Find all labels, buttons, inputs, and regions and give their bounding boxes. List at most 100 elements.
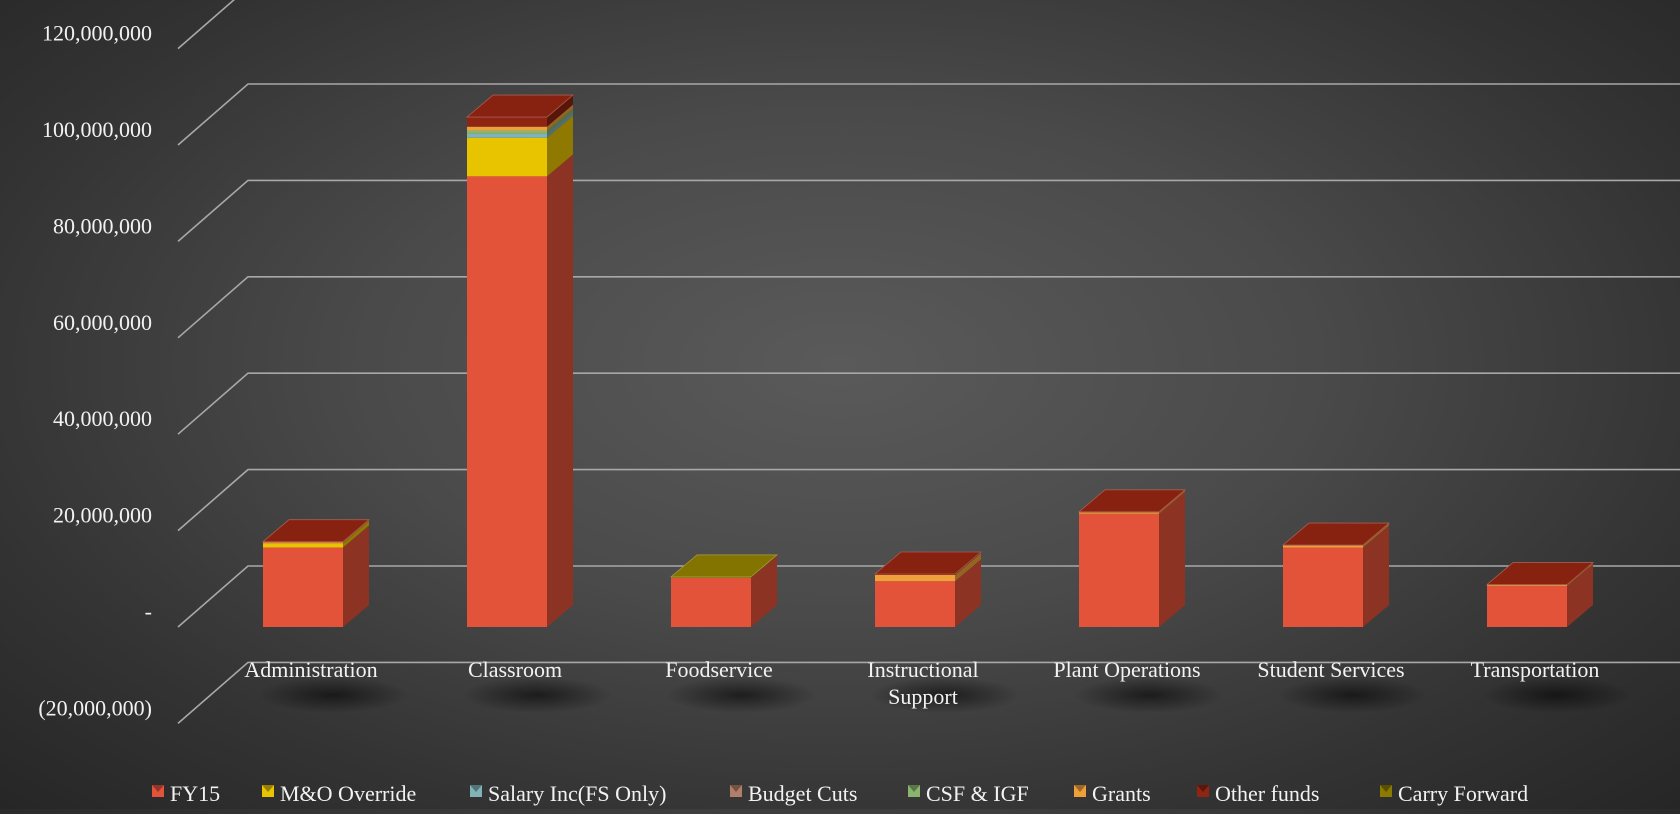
bar-segment-front <box>467 133 547 138</box>
bar-shadow <box>666 677 816 713</box>
x-axis-category-labels: Administration Classroom Foodservice Instru… <box>244 657 1599 709</box>
bar-shadow <box>258 677 408 713</box>
bar-stack <box>669 554 779 627</box>
bar-segment-front <box>1283 547 1363 627</box>
legend-label: M&O Override <box>280 781 416 806</box>
x-tick-label: Foodservice <box>665 657 773 682</box>
gridline <box>177 661 1680 725</box>
bar-stack <box>465 94 575 627</box>
legend-item: Grants <box>1074 781 1151 806</box>
bar-segment-side <box>1363 525 1389 627</box>
bar-segment-front <box>467 130 547 134</box>
bar-segment-front <box>1079 513 1159 627</box>
legend-item: Salary Inc(FS Only) <box>470 781 666 806</box>
legend-label: Carry Forward <box>1398 781 1528 806</box>
legend-swatch-shade <box>262 785 274 792</box>
legend-label: Salary Inc(FS Only) <box>488 781 666 806</box>
bar-segment-front <box>671 576 751 578</box>
x-tick-label: Transportation <box>1471 657 1600 682</box>
bar-segment-front <box>467 126 547 131</box>
y-axis-tick-labels: (20,000,000) - 20,000,000 40,000,000 60,000,… <box>38 21 152 721</box>
legend-swatch-shade <box>908 785 920 792</box>
legend-item: CSF & IGF <box>908 781 1029 806</box>
gridline <box>177 179 1680 243</box>
bar-segment-front <box>467 117 547 127</box>
bar-shadows <box>258 677 1632 713</box>
bar-top-cap <box>1281 522 1391 546</box>
bar-segment-side <box>955 552 981 582</box>
bar-segment-front <box>875 573 955 575</box>
bar-segment-side <box>343 520 369 544</box>
gridline <box>177 275 1680 339</box>
bar-segment-side <box>1159 490 1185 514</box>
bar-top-cap <box>261 519 371 543</box>
y-tick-label: 40,000,000 <box>53 406 152 431</box>
bar-segment-front <box>1079 512 1159 514</box>
legend-label: Budget Cuts <box>748 781 857 806</box>
legend-swatch-shade <box>470 785 482 792</box>
legend-swatch-shade <box>1197 785 1209 792</box>
x-tick-label: Student Services <box>1257 657 1404 682</box>
bar-segment-side <box>1567 563 1593 587</box>
legend: FY15 M&O Override Salary Inc(FS Only) Budge… <box>152 781 1528 806</box>
gridline <box>177 468 1680 532</box>
gridline <box>177 0 235 50</box>
legend-swatch-shade <box>1380 785 1392 792</box>
y-tick-label: (20,000,000) <box>38 695 152 720</box>
y-tick-label: 20,000,000 <box>53 503 152 528</box>
bar-shadow <box>870 677 1020 713</box>
bar-segment-front <box>263 543 343 548</box>
legend-item: M&O Override <box>262 781 416 806</box>
bar-shadow <box>1278 677 1428 713</box>
legend-label: FY15 <box>170 781 220 806</box>
bar-stack <box>1281 522 1391 627</box>
y-tick-label: - <box>145 599 152 624</box>
legend-swatch-shade <box>152 785 164 792</box>
bar-segment-side <box>1159 491 1185 627</box>
bar-segment-side <box>343 525 369 627</box>
bar-stack <box>873 551 983 627</box>
bar-segment-front <box>1487 585 1567 587</box>
bar-top-cap <box>873 551 983 575</box>
bar-segment-side <box>1567 564 1593 627</box>
x-tick-label: Instructional Support <box>867 657 978 709</box>
legend-label: Other funds <box>1215 781 1319 806</box>
bar-shadow <box>1074 677 1224 713</box>
bar-segment-front <box>1487 586 1567 627</box>
x-tick-label: Classroom <box>468 657 562 682</box>
y-tick-label: 60,000,000 <box>53 310 152 335</box>
bar-segment-side <box>751 555 777 627</box>
bar-top-cap <box>1077 489 1187 513</box>
legend-swatch-shade <box>730 785 742 792</box>
bar-segment-front <box>875 581 955 627</box>
bar-shadow <box>1482 677 1632 713</box>
bar-segment-side <box>1363 523 1389 548</box>
bar-segment-side <box>547 154 573 627</box>
bar-shadow <box>462 677 612 713</box>
bar-stack <box>1077 489 1187 627</box>
legend-item: Other funds <box>1197 781 1319 806</box>
bar-segment-side <box>547 104 573 131</box>
bar-segment-front <box>1283 545 1363 548</box>
bar-segment-front <box>875 574 955 582</box>
bar-top-cap <box>465 94 575 118</box>
bar-segment-front <box>467 137 547 177</box>
legend-label: Grants <box>1092 781 1151 806</box>
legend-item: Budget Cuts <box>730 781 857 806</box>
bar-stack <box>1485 562 1595 627</box>
bar-segment-front <box>671 577 751 627</box>
legend-item: FY15 <box>152 781 220 806</box>
gridline <box>177 83 1680 146</box>
bar-segment-side <box>547 95 573 127</box>
bars <box>261 94 1595 627</box>
gridline <box>177 565 1680 628</box>
y-tick-label: 120,000,000 <box>42 21 152 46</box>
bar-segment-side <box>547 115 573 177</box>
legend-item: Carry Forward <box>1380 781 1528 806</box>
bar-segment-side <box>547 111 573 138</box>
legend-label: CSF & IGF <box>926 781 1029 806</box>
bar-segment-front <box>467 176 547 627</box>
gridlines <box>177 0 1680 725</box>
